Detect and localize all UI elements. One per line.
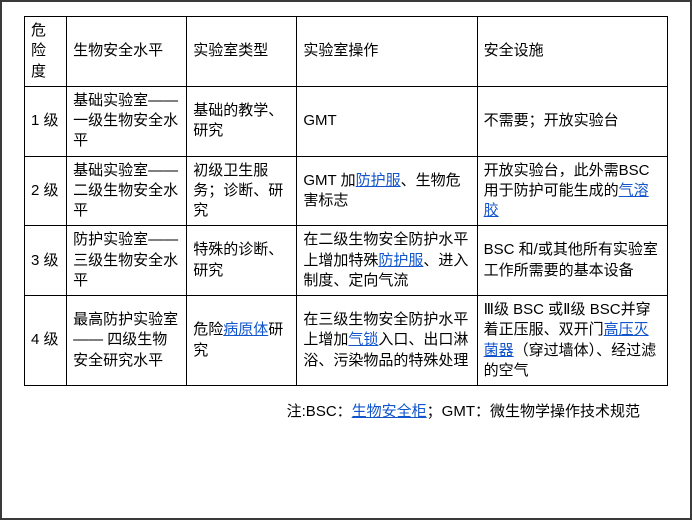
fac-cell: 开放实验台，此外需BSC 用于防护可能生成的气溶胶 [477,156,667,226]
col-header-risk: 危险度 [25,17,67,87]
col-header-type: 实验室类型 [187,17,297,87]
type-cell: 初级卫生服务；诊断、研究 [187,156,297,226]
inline-link[interactable]: 防护服 [356,172,401,189]
inline-link[interactable]: 高压灭菌器 [484,321,649,358]
footnote: 注:BSC：生物安全柜；GMT：微生物学操作技术规范 [24,400,668,421]
table-row: 1 级 基础实验室——一级生物安全水平 基础的教学、研究 GMT 不需要；开放实… [25,86,668,156]
risk-cell: 1 级 [25,86,67,156]
col-header-fac: 安全设施 [477,17,667,87]
col-header-level: 生物安全水平 [67,17,187,87]
table-header-row: 危险度 生物安全水平 实验室类型 实验室操作 安全设施 [25,17,668,87]
table-row: 3 级 防护实验室——三级生物安全水平 特殊的诊断、研究 在二级生物安全防护水平… [25,226,668,296]
inline-link[interactable]: 病原体 [223,321,268,338]
table-row: 2 级 基础实验室——二级生物安全水平 初级卫生服务；诊断、研究 GMT 加防护… [25,156,668,226]
fac-cell: BSC 和/或其他所有实验室工作所需要的基本设备 [477,226,667,296]
ops-cell: GMT [297,86,477,156]
bsc-link[interactable]: 生物安全柜 [352,403,427,420]
inline-link[interactable]: 防护服 [378,252,423,269]
level-cell: 最高防护实验室—— 四级生物安全研究水平 [67,296,187,386]
risk-cell: 3 级 [25,226,67,296]
inline-link[interactable]: 气溶胶 [484,182,649,219]
biosafety-table: 危险度 生物安全水平 实验室类型 实验室操作 安全设施 1 级 基础实验室——一… [24,16,668,386]
ops-cell: GMT 加防护服、生物危害标志 [297,156,477,226]
inline-link[interactable]: 气锁 [348,331,378,348]
note-prefix: 注:BSC： [287,403,352,420]
note-suffix: ；GMT：微生物学操作技术规范 [427,403,640,420]
risk-cell: 2 级 [25,156,67,226]
risk-cell: 4 级 [25,296,67,386]
type-cell: 危险病原体研究 [187,296,297,386]
fac-cell: Ⅲ级 BSC 或Ⅱ级 BSC并穿着正压服、双开门高压灭菌器（穿过墙体）、经过滤的… [477,296,667,386]
level-cell: 防护实验室——三级生物安全水平 [67,226,187,296]
ops-cell: 在三级生物安全防护水平上增加气锁入口、出口淋浴、污染物品的特殊处理 [297,296,477,386]
ops-cell: 在二级生物安全防护水平上增加特殊防护服、进入制度、定向气流 [297,226,477,296]
type-cell: 特殊的诊断、研究 [187,226,297,296]
type-cell: 基础的教学、研究 [187,86,297,156]
col-header-ops: 实验室操作 [297,17,477,87]
fac-cell: 不需要；开放实验台 [477,86,667,156]
level-cell: 基础实验室——一级生物安全水平 [67,86,187,156]
table-row: 4 级 最高防护实验室—— 四级生物安全研究水平 危险病原体研究 在三级生物安全… [25,296,668,386]
level-cell: 基础实验室——二级生物安全水平 [67,156,187,226]
page-frame: 危险度 生物安全水平 实验室类型 实验室操作 安全设施 1 级 基础实验室——一… [0,0,692,520]
